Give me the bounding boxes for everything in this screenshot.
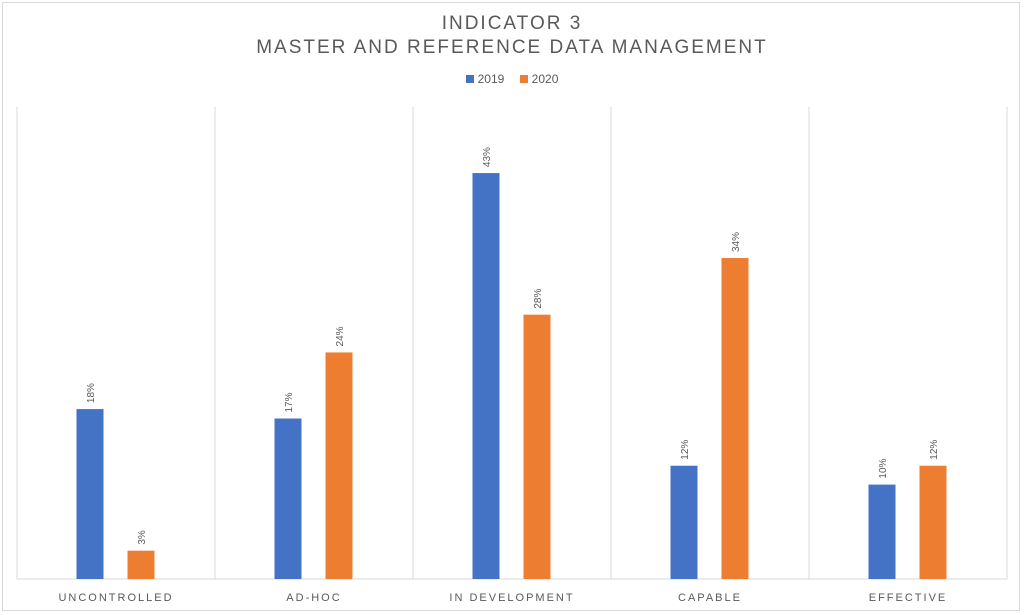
bar-2020-effective <box>919 465 947 579</box>
data-label: 28% <box>533 289 544 309</box>
bar-2020-uncontrolled <box>127 550 155 579</box>
x-tick-label: AD-HOC <box>286 592 341 604</box>
bar-2019-ad-hoc <box>274 418 302 579</box>
data-label: 12% <box>929 440 940 460</box>
data-label: 43% <box>482 147 493 167</box>
bar-2019-effective <box>868 484 896 579</box>
data-label: 24% <box>335 326 346 346</box>
x-tick-label: UNCONTROLLED <box>58 592 173 604</box>
bar-2019-uncontrolled <box>76 409 104 579</box>
bar-2019-in-development <box>472 173 500 579</box>
data-label: 12% <box>680 440 691 460</box>
data-label: 18% <box>86 383 97 403</box>
bar-2019-capable <box>670 465 698 579</box>
data-label: 17% <box>284 392 295 412</box>
legend-label-2020: 2020 <box>531 72 559 86</box>
legend-swatch-2020 <box>519 75 528 83</box>
data-label: 34% <box>731 232 742 252</box>
legend-item-2020: 2020 <box>519 72 559 86</box>
chart-title-line2: MASTER AND REFERENCE DATA MANAGEMENT <box>256 37 768 58</box>
data-label: 3% <box>137 530 148 545</box>
legend: 2019 2020 <box>0 72 1024 86</box>
bar-2020-in-development <box>523 314 551 579</box>
legend-swatch-2019 <box>465 75 474 83</box>
chart-title-line1: INDICATOR 3 <box>441 13 583 34</box>
legend-label-2019: 2019 <box>477 72 505 86</box>
x-tick-label: IN DEVELOPMENT <box>449 592 574 604</box>
legend-item-2019: 2019 <box>465 72 505 86</box>
x-tick-label: CAPABLE <box>678 592 742 604</box>
bar-2020-capable <box>721 258 749 579</box>
bar-2020-ad-hoc <box>325 352 353 579</box>
data-label: 10% <box>878 458 889 478</box>
x-tick-label: EFFECTIVE <box>869 592 948 604</box>
